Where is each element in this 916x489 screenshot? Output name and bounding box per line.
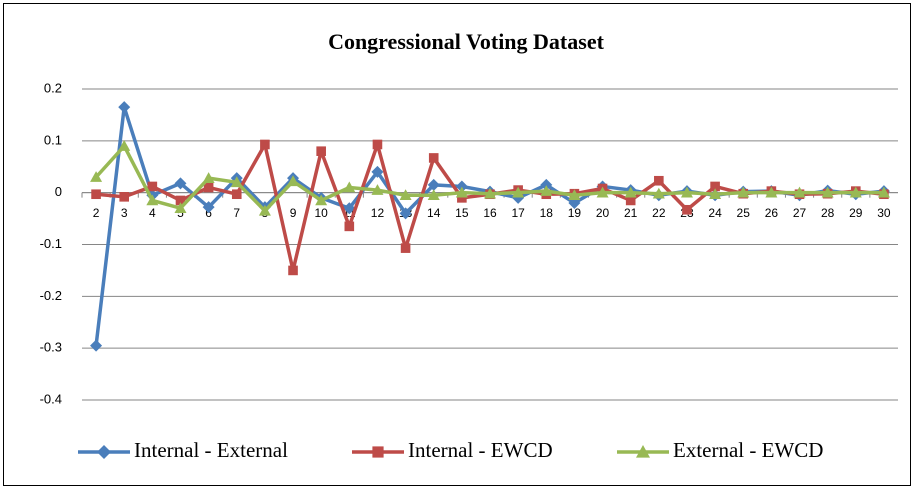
triangle-marker [849, 186, 862, 198]
triangle-marker [118, 140, 131, 151]
square-marker [175, 195, 186, 206]
triangle-marker [287, 175, 300, 187]
triangle-marker [90, 171, 103, 182]
x-tick-label: 17 [511, 206, 525, 220]
triangle-marker [512, 186, 525, 198]
x-tick-label: 4 [149, 206, 156, 220]
x-tick-label: 3 [121, 206, 128, 220]
y-tick-label: -0.1 [40, 236, 62, 251]
x-tick-label: 30 [877, 206, 891, 220]
triangle-marker [680, 186, 693, 198]
triangle-marker [455, 186, 468, 198]
x-tick-label: 9 [290, 206, 297, 220]
triangle-marker [343, 181, 356, 193]
square-marker [372, 446, 384, 458]
x-tick-label: 20 [596, 206, 610, 220]
x-tick-label: 2 [93, 206, 100, 220]
legend-label: External - EWCD [673, 438, 823, 462]
legend-label: Internal - EWCD [408, 438, 553, 462]
square-marker [372, 139, 383, 150]
y-tick-label: -0.4 [40, 391, 62, 406]
triangle-marker [315, 194, 328, 206]
square-marker [260, 139, 270, 150]
x-tick-label: 14 [427, 206, 441, 220]
triangle-marker [737, 186, 750, 198]
x-tick-label: 22 [652, 206, 666, 220]
x-tick-label: 7 [233, 206, 240, 220]
square-marker [119, 192, 130, 202]
square-marker [231, 189, 242, 200]
x-tick-label: 28 [821, 206, 835, 220]
x-tick-label: 10 [314, 206, 328, 220]
diamond-marker [427, 178, 440, 191]
diamond-marker [540, 178, 553, 191]
triangle-marker [877, 186, 890, 198]
y-tick-label: -0.3 [40, 340, 62, 355]
triangle-marker [821, 186, 834, 198]
triangle-marker [765, 186, 778, 198]
triangle-marker [624, 186, 637, 198]
diamond-marker [174, 177, 187, 190]
square-marker [288, 265, 298, 276]
y-tick-label: -0.2 [40, 288, 62, 303]
x-tick-label: 18 [540, 206, 554, 220]
triangle-marker [652, 187, 665, 199]
legend-label: Internal - External [134, 438, 288, 462]
diamond-marker [371, 165, 384, 178]
diamond-marker [118, 101, 131, 114]
square-marker [428, 153, 439, 163]
triangle-marker [484, 187, 496, 199]
triangle-marker [427, 189, 440, 201]
diamond-marker [343, 202, 356, 215]
y-tick-label: 0.1 [44, 132, 62, 147]
triangle-marker [230, 176, 243, 188]
triangle-marker [568, 189, 581, 201]
diamond-marker [97, 445, 111, 459]
square-marker [457, 193, 467, 203]
x-tick-label: 12 [371, 206, 385, 220]
diamond-marker [455, 180, 468, 193]
diamond-marker [90, 339, 103, 352]
x-tick-label: 19 [568, 206, 582, 220]
chart-title: Congressional Voting Dataset [328, 29, 605, 54]
square-marker [316, 146, 326, 156]
triangle-marker [202, 172, 215, 183]
square-marker [710, 181, 720, 192]
triangle-marker [793, 186, 806, 198]
x-tick-label: 24 [708, 206, 722, 220]
x-tick-label: 27 [793, 206, 807, 220]
square-marker [654, 175, 664, 186]
y-tick-label: 0 [55, 184, 62, 199]
triangle-marker [709, 188, 722, 200]
triangle-marker [258, 204, 271, 216]
diamond-marker [202, 201, 215, 214]
x-tick-label: 16 [483, 206, 497, 220]
x-tick-label: 26 [765, 206, 779, 220]
triangle-marker [636, 445, 650, 458]
x-tick-label: 21 [624, 206, 638, 220]
square-marker [400, 243, 411, 253]
y-tick-label: 0.2 [44, 80, 62, 95]
square-marker [147, 181, 158, 192]
square-marker [203, 182, 214, 193]
x-tick-label: 15 [455, 206, 469, 220]
square-marker [625, 195, 636, 206]
square-marker [91, 189, 101, 200]
triangle-marker [596, 186, 609, 198]
triangle-marker [174, 202, 187, 214]
square-marker [344, 221, 355, 232]
diamond-marker [399, 207, 412, 220]
triangle-marker [540, 185, 553, 196]
triangle-marker [371, 184, 384, 195]
triangle-marker [146, 194, 159, 206]
x-tick-label: 25 [737, 206, 751, 220]
x-tick-label: 29 [849, 206, 863, 220]
triangle-marker [399, 189, 412, 201]
square-marker [682, 204, 692, 215]
